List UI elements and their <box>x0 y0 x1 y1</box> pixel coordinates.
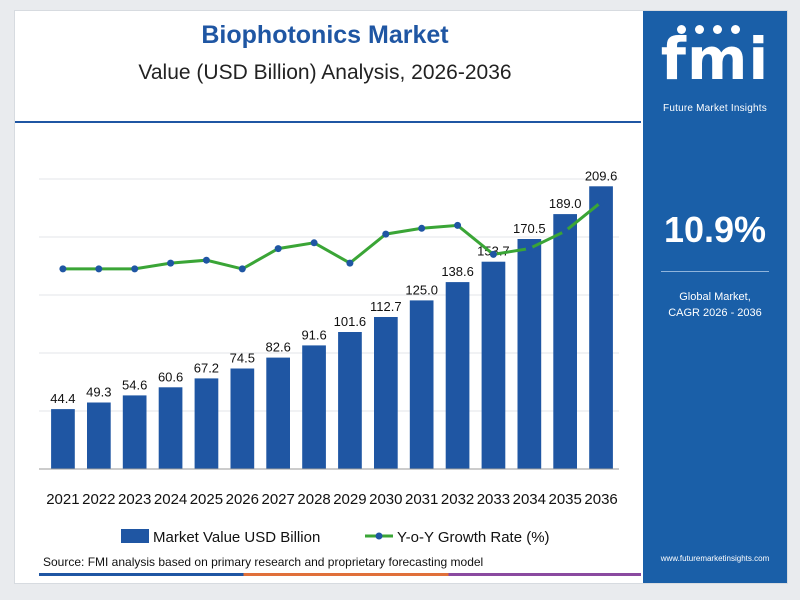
bar-label-2027: 82.6 <box>266 340 291 355</box>
logo-subtext: Future Market Insights <box>663 103 767 114</box>
growth-point-2021 <box>59 265 67 273</box>
x-tick-2031: 2031 <box>405 491 438 508</box>
x-tick-2033: 2033 <box>477 491 510 508</box>
bar-2033 <box>481 261 506 469</box>
growth-line-series <box>59 198 605 273</box>
legend: Market Value USD Billion Y-o-Y Growth Ra… <box>121 529 550 546</box>
x-tick-2029: 2029 <box>333 491 366 508</box>
legend-line-label: Y-o-Y Growth Rate (%) <box>397 529 550 546</box>
chart-subtitle: Value (USD Billion) Analysis, 2026-2036 <box>138 61 512 84</box>
bar-2027 <box>266 357 290 469</box>
bar-2031 <box>409 300 434 469</box>
growth-point-2035 <box>561 227 569 235</box>
bar-2036 <box>589 186 613 470</box>
bar-2029 <box>338 332 362 469</box>
growth-point-2027 <box>274 245 282 253</box>
x-tick-2023: 2023 <box>118 491 151 508</box>
growth-point-2029 <box>346 259 354 267</box>
sidebar-panel: fmi Future Market Insights 10.9% Global … <box>643 11 787 583</box>
bar-2025 <box>194 378 219 469</box>
x-tick-2026: 2026 <box>226 491 259 508</box>
bar-label-2021: 44.4 <box>50 391 75 406</box>
bar-series <box>51 186 613 470</box>
bar-label-2036: 209.6 <box>585 168 618 183</box>
fmi-logo: fmi <box>660 25 770 93</box>
legend-bar-swatch <box>121 529 149 543</box>
logo-dots <box>677 21 757 34</box>
bar-label-2023: 54.6 <box>122 377 147 392</box>
bar-label-2029: 101.6 <box>334 314 367 329</box>
website-url: www.futuremarketinsights.com <box>660 554 770 563</box>
cagr-label-line2: CAGR 2026 - 2036 <box>668 307 762 319</box>
growth-point-2023 <box>131 265 139 273</box>
bar-2030 <box>374 317 398 469</box>
bar-2021 <box>51 409 75 469</box>
chart-card: Biophotonics Market Value (USD Billion) … <box>14 10 788 584</box>
footer-color-bar <box>39 573 641 576</box>
bar-2028 <box>302 345 326 469</box>
bar-2035 <box>553 214 577 469</box>
bar-label-2031: 125.0 <box>405 282 438 297</box>
growth-point-2025 <box>202 256 210 264</box>
legend-line-marker <box>375 532 383 540</box>
growth-point-2034 <box>525 245 533 253</box>
bar-value-labels: 44.4 49.3 54.6 60.6 67.2 74.5 82.6 91.6 101.6112… <box>50 168 617 406</box>
bar-label-2024: 60.6 <box>158 369 183 384</box>
growth-point-2022 <box>95 265 103 273</box>
growth-point-2036 <box>597 198 605 206</box>
legend-bar-label: Market Value USD Billion <box>153 529 320 546</box>
x-tick-2036: 2036 <box>584 491 617 508</box>
bar-label-2025: 67.2 <box>194 360 219 375</box>
bar-label-2026: 74.5 <box>230 351 255 366</box>
bar-label-2034: 170.5 <box>513 221 546 236</box>
chart-title: Biophotonics Market <box>201 21 449 49</box>
growth-point-2031 <box>418 224 426 232</box>
x-tick-2025: 2025 <box>190 491 223 508</box>
bar-2024 <box>158 387 183 469</box>
growth-point-2030 <box>382 230 390 238</box>
bar-label-2028: 91.6 <box>301 327 326 342</box>
x-tick-2030: 2030 <box>369 491 402 508</box>
growth-point-2024 <box>167 259 175 267</box>
x-axis-ticks: 2021 2022 2023 2024 2025 2026 2027 2028 2029 2030… <box>46 491 618 508</box>
bar-2034 <box>517 239 542 469</box>
growth-line <box>62 201 603 271</box>
x-tick-2034: 2034 <box>513 491 546 508</box>
growth-point-2028 <box>310 239 318 247</box>
growth-point-2033 <box>489 250 497 258</box>
bar-2023 <box>122 395 147 469</box>
chart-canvas: 44.4 49.3 54.6 60.6 67.2 74.5 82.6 91.6 101.6112… <box>39 168 619 546</box>
cagr-value: 10.9% <box>663 209 767 250</box>
growth-point-2032 <box>454 221 462 229</box>
x-tick-2027: 2027 <box>262 491 295 508</box>
x-tick-2024: 2024 <box>154 491 187 508</box>
x-tick-2032: 2032 <box>441 491 474 508</box>
cagr-divider <box>661 271 769 272</box>
cagr-label-line1: Global Market, <box>679 291 751 303</box>
bar-2026 <box>230 368 255 469</box>
source-note: Source: FMI analysis based on primary re… <box>43 555 484 569</box>
bar-2022 <box>87 402 111 469</box>
bar-label-2032: 138.6 <box>441 264 474 279</box>
bar-2032 <box>445 282 470 469</box>
x-tick-2021: 2021 <box>46 491 79 508</box>
x-tick-2035: 2035 <box>549 491 582 508</box>
x-tick-2022: 2022 <box>82 491 115 508</box>
cagr-label: Global Market, CAGR 2026 - 2036 <box>643 289 787 321</box>
x-tick-2028: 2028 <box>297 491 330 508</box>
bar-label-2035: 189.0 <box>549 196 582 211</box>
bar-label-2030: 112.7 <box>370 299 402 314</box>
bar-label-2022: 49.3 <box>86 385 111 400</box>
growth-point-2026 <box>238 265 246 273</box>
title-divider <box>15 121 641 123</box>
